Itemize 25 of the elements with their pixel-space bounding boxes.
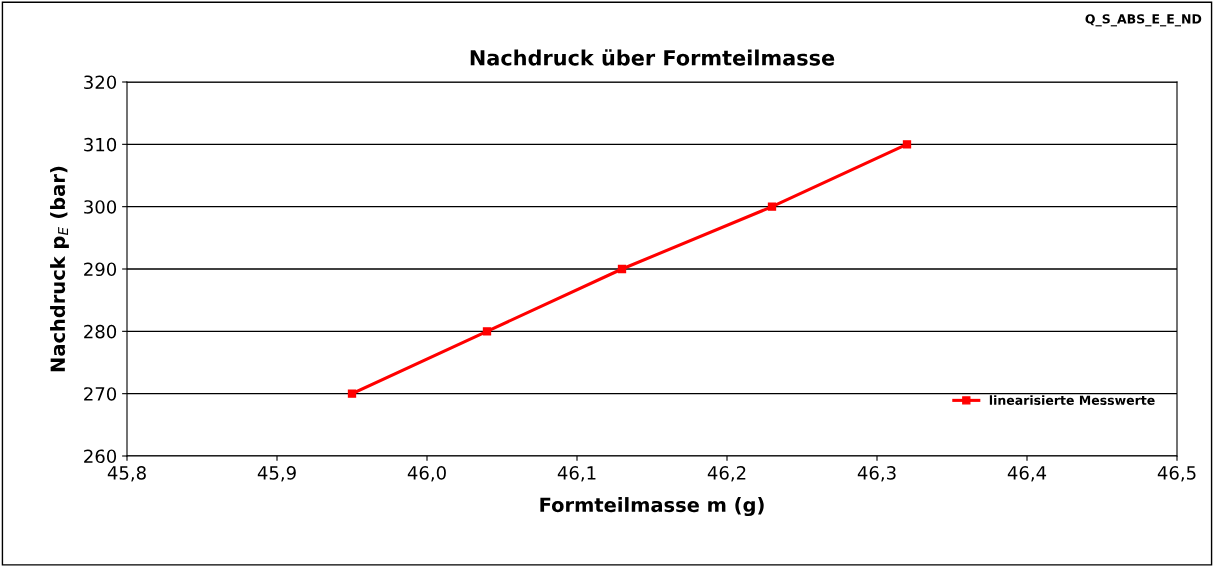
point xyxy=(347,389,357,398)
y-tick-label: 280 xyxy=(84,324,117,339)
x-axis-title: Formteilmasse m (g) xyxy=(540,497,764,517)
x-tick-label: 46,1 xyxy=(557,466,596,482)
point xyxy=(482,327,492,336)
y-tick-label: 290 xyxy=(84,262,117,277)
x-tick-label: 46,2 xyxy=(707,466,746,482)
legend-label: linearisierte Messwerte xyxy=(989,395,1155,405)
point xyxy=(767,202,777,211)
y-tick-label: 260 xyxy=(84,449,117,464)
x-tick-label: 45,8 xyxy=(107,466,146,482)
y-tick-label: 320 xyxy=(84,75,117,90)
y-tick-label: 310 xyxy=(84,137,117,152)
y-tick-label: 270 xyxy=(84,387,117,401)
point xyxy=(902,140,912,149)
x-tick-label: 46,3 xyxy=(857,466,896,482)
y-axis-title: Nachdruck p$_{E}$ (bar) xyxy=(50,166,69,372)
point xyxy=(617,264,627,274)
x-tick-label: 46,4 xyxy=(1007,466,1047,482)
text: Q_S_ABS_E_E_ND xyxy=(1085,14,1202,27)
x-tick-label: 46,0 xyxy=(407,466,446,482)
x-tick-label: 45,9 xyxy=(257,466,296,482)
y-tick-label: 300 xyxy=(84,200,117,214)
x-tick-label: 46,5 xyxy=(1157,466,1196,482)
chart-title: Nachdruck über Formteilmasse xyxy=(470,49,835,66)
